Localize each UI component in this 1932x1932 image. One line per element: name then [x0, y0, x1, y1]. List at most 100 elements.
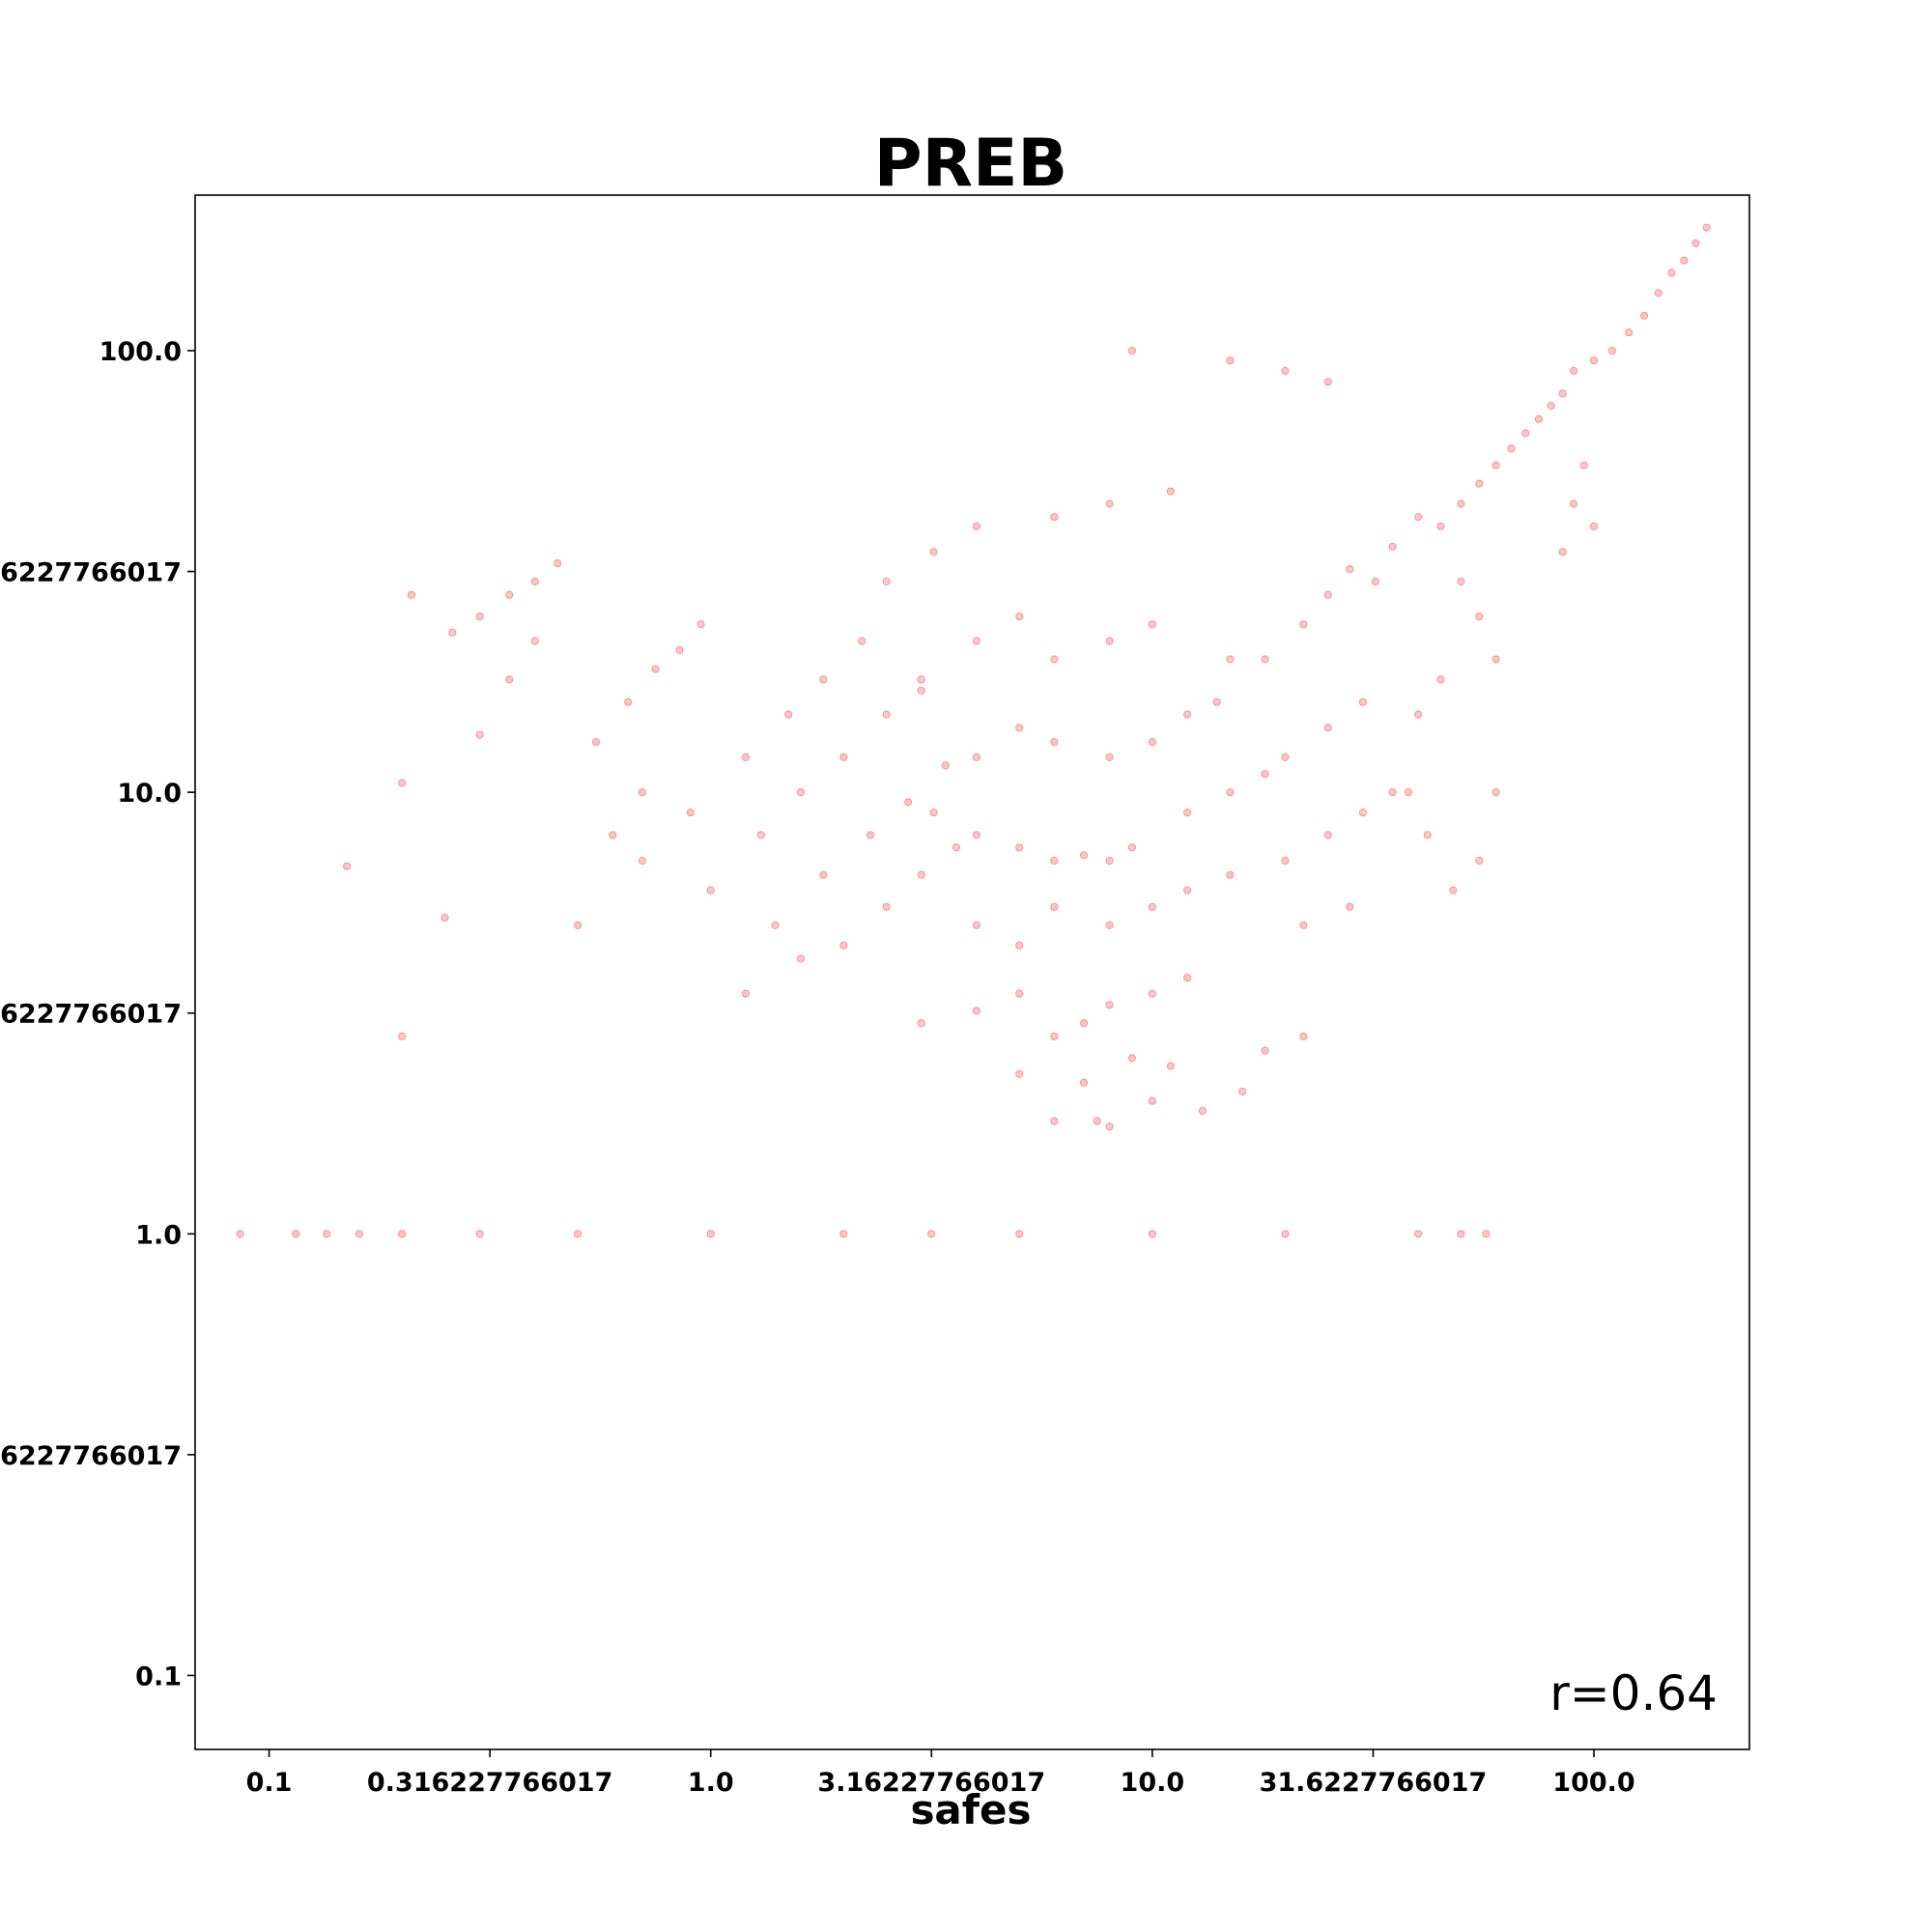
- data-point: [638, 788, 647, 797]
- data-point: [1050, 655, 1059, 664]
- data-point: [323, 1230, 331, 1238]
- data-point: [1299, 620, 1308, 629]
- data-point: [1323, 724, 1332, 732]
- data-point: [917, 870, 925, 879]
- data-point: [1371, 577, 1379, 586]
- data-point: [972, 921, 981, 929]
- data-point: [1507, 444, 1516, 453]
- data-point: [1667, 269, 1676, 277]
- data-point: [574, 921, 582, 929]
- data-point: [1015, 1069, 1024, 1079]
- data-point: [475, 730, 484, 739]
- data-point: [1404, 788, 1413, 797]
- data-point: [1388, 788, 1397, 797]
- data-point: [1015, 1230, 1024, 1238]
- y-tick-label: 1.0: [135, 1220, 182, 1250]
- data-point: [1589, 522, 1599, 531]
- data-point: [1570, 366, 1578, 375]
- x-tick-label: 10.0: [1121, 1768, 1185, 1798]
- data-point: [706, 886, 715, 895]
- data-point: [1015, 724, 1024, 732]
- data-point: [1654, 289, 1662, 298]
- data-point: [839, 941, 848, 950]
- data-point: [1534, 414, 1544, 423]
- y-axis: 0.1 0.316227766017 1.0 3.16227766017 10.0 31.…: [0, 337, 195, 1691]
- data-point: [917, 686, 925, 695]
- data-point: [1281, 366, 1290, 375]
- correlation-annotation: r=0.64: [1549, 1665, 1718, 1721]
- data-point: [448, 628, 457, 637]
- data-point: [1148, 1096, 1157, 1105]
- data-point: [1079, 1078, 1089, 1087]
- data-point: [609, 831, 617, 839]
- data-point: [929, 548, 938, 556]
- data-point: [972, 637, 981, 645]
- data-point: [638, 856, 647, 866]
- x-tick-label: 0.316227766017: [367, 1768, 612, 1798]
- data-point: [972, 753, 981, 762]
- data-point: [1212, 697, 1221, 706]
- data-point: [1281, 856, 1290, 866]
- data-point: [1166, 487, 1175, 496]
- data-point: [1050, 513, 1059, 522]
- data-point: [796, 788, 806, 797]
- data-point: [1281, 1230, 1290, 1238]
- data-point: [1414, 710, 1423, 719]
- data-point: [882, 710, 891, 719]
- data-point: [839, 1230, 848, 1238]
- data-point: [867, 831, 875, 839]
- data-point: [1183, 886, 1192, 895]
- data-point: [858, 637, 867, 645]
- data-point: [1492, 788, 1500, 797]
- data-point: [1127, 1054, 1137, 1063]
- data-point: [1691, 239, 1700, 247]
- data-point: [398, 1032, 407, 1041]
- data-point: [1607, 346, 1617, 355]
- data-point: [796, 954, 806, 963]
- y-tick-label: 0.316227766017: [0, 1441, 182, 1471]
- data-point: [505, 675, 514, 684]
- data-point: [1414, 1230, 1423, 1238]
- data-point: [1015, 989, 1024, 998]
- data-point: [1281, 753, 1290, 762]
- data-point: [1093, 1117, 1101, 1125]
- data-point: [741, 989, 751, 998]
- x-axis-label: safes: [910, 1786, 1031, 1833]
- x-tick-label: 100.0: [1552, 1768, 1634, 1798]
- data-point: [530, 577, 539, 586]
- y-tick-label: 10.0: [117, 779, 182, 809]
- data-point: [819, 870, 828, 879]
- data-point: [1105, 753, 1114, 762]
- data-point: [398, 1230, 407, 1238]
- data-point: [696, 620, 705, 629]
- data-point: [1127, 843, 1137, 852]
- data-point: [1079, 1019, 1089, 1028]
- data-point: [1457, 577, 1465, 586]
- y-tick-label: 31.6227766017: [0, 558, 182, 588]
- data-point: [407, 590, 415, 599]
- data-point: [1579, 461, 1588, 469]
- data-point: [1015, 612, 1024, 621]
- x-tick-label: 0.1: [246, 1768, 293, 1798]
- data-point: [1492, 461, 1500, 469]
- data-point: [1148, 738, 1157, 747]
- data-point: [1105, 1122, 1114, 1131]
- data-point: [952, 843, 961, 852]
- data-point: [1547, 402, 1555, 411]
- data-point: [1475, 612, 1484, 621]
- scatter-points: [236, 223, 1711, 1238]
- data-point: [1015, 941, 1024, 950]
- data-point: [1570, 499, 1578, 508]
- data-point: [882, 902, 891, 911]
- data-point: [741, 753, 751, 762]
- plot-frame: [194, 194, 1750, 1750]
- data-point: [756, 831, 765, 839]
- data-point: [929, 809, 938, 817]
- y-tick-label: 3.16227766017: [0, 1000, 182, 1030]
- data-point: [355, 1230, 363, 1238]
- data-point: [1492, 655, 1500, 664]
- data-point: [1050, 902, 1059, 911]
- data-point: [784, 710, 793, 719]
- data-point: [839, 753, 848, 762]
